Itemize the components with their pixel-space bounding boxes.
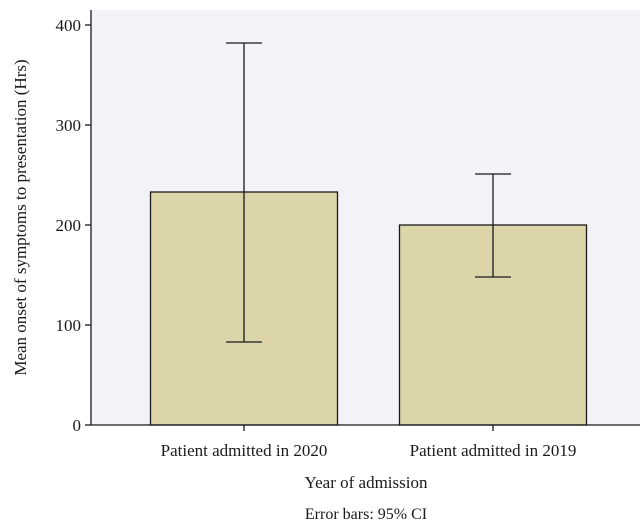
x-axis-label: Year of admission [305, 473, 428, 492]
x-tick-label: Patient admitted in 2020 [161, 441, 328, 460]
error-bar-2 [475, 173, 511, 278]
x-tick-label: Patient admitted in 2019 [410, 441, 577, 460]
y-tick-label: 300 [56, 116, 82, 135]
y-tick-label: 400 [56, 16, 82, 35]
y-tick-label: 0 [73, 416, 82, 435]
error-bars-note: Error bars: 95% CI [305, 506, 427, 523]
y-tick-label: 200 [56, 216, 82, 235]
y-tick-label: 100 [56, 316, 82, 335]
y-axis-label: Mean onset of symptoms to presentation (… [11, 59, 30, 375]
error-bar-1 [226, 42, 262, 343]
